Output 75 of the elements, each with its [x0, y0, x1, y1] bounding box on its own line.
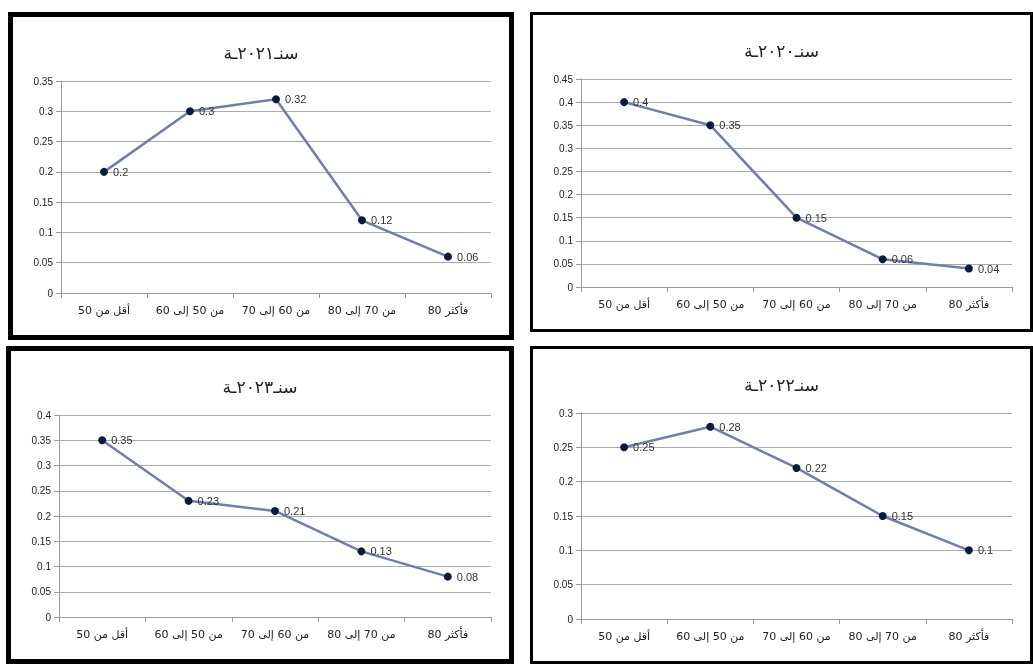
y-tick-label: 0.1 — [559, 544, 574, 556]
data-label: 0.06 — [457, 250, 479, 263]
y-tick-label: 0 — [47, 287, 54, 299]
x-tick-label: أقل من 50 — [78, 303, 130, 317]
data-label: 0.1 — [977, 544, 994, 557]
chart-title: سنـ٢٠٢١ـة — [223, 42, 299, 63]
chart-title: سنـ٢٠٢٣ـة — [222, 376, 298, 397]
y-tick-label: 0.15 — [33, 196, 54, 208]
data-label: 0.12 — [371, 214, 393, 227]
y-tick-label: 0.4 — [37, 409, 52, 421]
data-label: 0.21 — [284, 504, 306, 517]
data-label: 0.35 — [111, 434, 133, 447]
y-tick-label: 0.05 — [31, 586, 52, 598]
x-tick-label: من 50 إلى 60 — [154, 628, 223, 641]
y-tick-label: 0.2 — [39, 166, 54, 178]
y-tick-label: 0 — [567, 281, 574, 293]
data-label: 0.15 — [805, 211, 827, 224]
x-tick-label: من 60 إلى 70 — [762, 630, 831, 643]
x-tick-label: 80 فأكثر — [427, 302, 469, 317]
y-tick-label: 0.35 — [31, 434, 52, 446]
x-tick-label: أقل من 50 — [598, 629, 651, 643]
x-tick-label: من 50 إلى 60 — [676, 298, 745, 311]
y-tick-label: 0.25 — [553, 441, 574, 453]
y-tick-label: 0.2 — [37, 510, 52, 522]
data-label: 0.22 — [805, 461, 827, 474]
x-tick-label: من 60 إلى 70 — [240, 628, 310, 641]
data-label: 0.35 — [719, 119, 741, 132]
y-tick-label: 0.1 — [37, 561, 52, 572]
y-tick-label: 0.1 — [39, 226, 54, 238]
y-tick-label: 0.15 — [31, 535, 52, 547]
y-tick-label: 0.25 — [553, 165, 574, 177]
y-tick-label: 0.3 — [39, 105, 54, 117]
y-tick-label: 0.05 — [33, 257, 54, 269]
y-tick-label: 0.3 — [37, 460, 52, 471]
data-label: 0.08 — [456, 570, 479, 583]
x-tick-label: من 50 إلى 60 — [676, 630, 745, 643]
y-tick-label: 0.35 — [553, 119, 574, 131]
y-tick-label: 0.35 — [33, 75, 54, 87]
x-tick-label: 80 فأكثر — [948, 296, 990, 311]
data-label: 0.04 — [977, 262, 1000, 275]
data-label: 0.2 — [113, 165, 129, 178]
y-tick-label: 0.05 — [553, 258, 574, 270]
chart-title: سنـ٢٠٢٠ـة — [744, 40, 819, 61]
y-tick-label: 0.15 — [553, 510, 574, 522]
y-tick-label: 0.3 — [559, 407, 574, 419]
y-tick-label: 0.05 — [553, 579, 574, 591]
data-label: 0.13 — [370, 545, 392, 558]
x-tick-label: أقل من 50 — [598, 297, 651, 311]
x-tick-label: من 70 إلى 80 — [327, 304, 397, 317]
y-tick-label: 0 — [45, 611, 52, 623]
x-tick-label: 80 فأكثر — [948, 628, 990, 643]
y-tick-label: 0.2 — [559, 476, 574, 488]
x-tick-label: من 60 إلى 70 — [762, 298, 831, 311]
y-tick-label: 0.3 — [559, 142, 574, 154]
x-tick-label: من 70 إلى 80 — [848, 630, 917, 643]
x-tick-label: أقل من 50 — [76, 627, 129, 641]
x-tick-label: من 50 إلى 60 — [155, 304, 225, 317]
y-tick-label: 0.1 — [559, 235, 574, 247]
x-tick-label: من 70 إلى 80 — [848, 298, 917, 311]
x-tick-label: من 60 إلى 70 — [241, 304, 311, 317]
data-label: 0.4 — [633, 96, 649, 109]
y-tick-label: 0 — [567, 613, 574, 625]
data-label: 0.25 — [633, 441, 655, 454]
y-tick-label: 0.4 — [559, 96, 574, 108]
x-tick-label: من 70 إلى 80 — [327, 628, 396, 641]
data-label: 0.28 — [719, 420, 741, 433]
y-tick-label: 0.45 — [553, 73, 574, 85]
data-label: 0.15 — [891, 510, 914, 522]
chart-title: سنـ٢٠٢٢ـة — [744, 374, 819, 395]
y-tick-label: 0.15 — [553, 212, 574, 224]
y-tick-label: 0.25 — [33, 136, 54, 148]
data-label: 0.32 — [285, 93, 307, 106]
y-tick-label: 0.25 — [31, 485, 52, 497]
x-tick-label: 80 فأكثر — [427, 626, 469, 641]
y-tick-label: 0.2 — [559, 189, 574, 201]
